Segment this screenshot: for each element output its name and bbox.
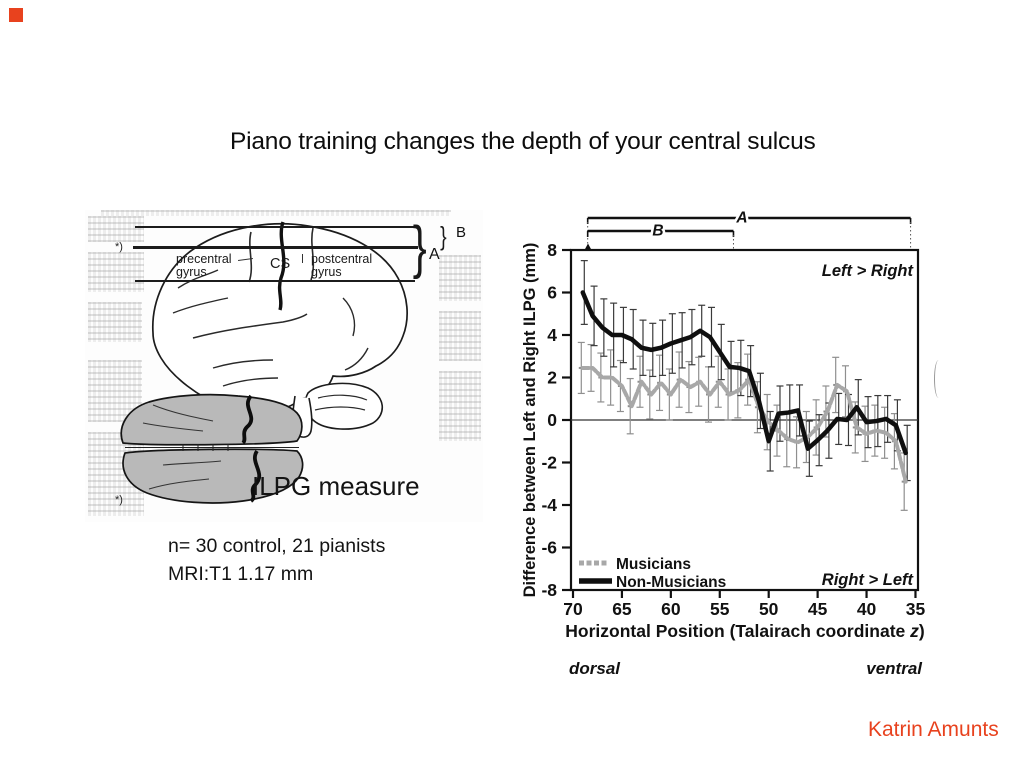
frontal-sulcus-2 [172,297,229,314]
axial-sulcus-line-4 [162,460,222,466]
annotation-right-gt-left: Right > Left [822,571,915,589]
study-notes-line2: MRI:T1 1.17 mm [168,563,314,586]
svg-text:Non-Musicians: Non-Musicians [616,574,726,591]
brain-lateral-diagram [152,221,408,438]
svg-text:4: 4 [547,325,557,345]
bracket-b-label: B [456,224,467,241]
precentral-gyrus-label: precentral gyrus [176,252,232,280]
bracket-a-brace: } [412,215,427,280]
svg-text:65: 65 [612,599,632,619]
series-line-non-musicians [580,290,908,456]
occipital-sulcus [344,347,369,371]
fissure-ticks [182,444,229,451]
x-axis: 70 65 60 55 50 45 40 35 [563,590,925,619]
frontal-sulcus-1 [177,269,219,289]
ventral-label: ventral [866,659,923,678]
x-axis-title: Horizontal Position (Talairach coordinat… [565,621,924,641]
study-notes-line1: n= 30 control, 21 pianists [168,535,386,557]
svg-text:-2: -2 [541,453,557,473]
central-sulcus-label: CS [270,256,291,272]
temporal-sulcus-1 [212,359,274,369]
slide-title: Piano training changes the depth of your… [230,128,816,155]
scan-paren-artifact [934,360,943,398]
dorsal-label: dorsal [569,659,621,678]
brain-axial-diagram: *) [115,393,304,506]
axial-hemisphere-bottom [122,448,304,504]
scanned-text-texture [439,371,481,441]
cerebellum-outline [304,382,383,430]
y-axis-title: Difference between Left and Right ILPG (… [521,243,539,598]
ilpg-measure-caption: ILPG measure [252,471,420,501]
svg-text:B: B [652,223,663,240]
slide-accent-square [9,8,23,22]
svg-text:60: 60 [661,599,681,619]
svg-text:0: 0 [547,410,557,430]
y-axis: 8 6 4 2 0 -2 -4 -6 -8 [541,240,571,600]
scanned-text-texture [88,216,144,242]
scanned-text-texture [101,210,451,216]
axial-hemisphere-top [120,393,303,446]
annotation-left-gt-right: Left > Right [822,262,915,280]
author-attribution: Katrin Amunts [868,718,999,741]
cerebellum-folds-1 [317,394,368,401]
bracket-b-brace: } [440,221,447,251]
scanned-text-texture [439,255,481,301]
measure-line-top [135,226,415,228]
sylvian-fissure [192,313,308,339]
svg-text:55: 55 [710,599,730,619]
axial-central-sulcus-bottom [249,449,262,503]
series-line-musicians [580,365,908,484]
study-notes: n= 30 control, 21 pianists MRI:T1 1.17 m… [168,532,385,589]
ilpg-difference-chart: A B 8 6 4 2 0 -2 -4 -6 -8 70 65 60 55 50 45 40 35 Left > Ri… [505,200,935,680]
bracket-a-start-marker [584,243,592,250]
axial-sulcus-line-2 [142,422,204,432]
svg-text:-4: -4 [541,495,557,515]
measure-line-bottom [135,280,415,282]
svg-text:45: 45 [808,599,828,619]
precentral-sulcus [248,231,253,283]
temporal-sulcus-2 [222,377,279,387]
axial-central-sulcus-top [241,394,254,445]
condition-brackets: AB [584,207,912,250]
parietal-sulcus [342,297,356,337]
svg-text:35: 35 [906,599,926,619]
scanned-text-texture [88,302,142,342]
postcentral-leader-line [302,254,304,263]
scanned-text-texture [439,311,481,361]
svg-text:2: 2 [547,368,557,388]
axial-asterisk-label: *) [115,494,123,506]
reference-line-asterisk: *) [115,241,123,253]
brain-figure-scan: *) precentral gyrus CS postcentral gyrus… [85,210,483,522]
svg-text:40: 40 [857,599,877,619]
cerebellum-folds-2 [314,406,366,411]
postcentral-gyrus-label: postcentral gyrus [311,252,373,280]
svg-text:A: A [735,210,747,227]
svg-text:50: 50 [759,599,779,619]
scanned-text-texture [88,252,144,292]
svg-text:Musicians: Musicians [616,556,691,573]
bracket-a-label: A [429,246,440,263]
svg-text:70: 70 [563,599,583,619]
central-sulcus [277,221,286,311]
svg-text:-8: -8 [541,580,557,600]
axial-sulcus-line-1 [152,404,214,422]
measure-line-reference [133,246,418,249]
svg-text:8: 8 [547,240,557,260]
postcentral-sulcus [310,227,315,281]
svg-text:-6: -6 [541,538,557,558]
axial-sulcus-line-3 [148,478,210,490]
svg-text:6: 6 [547,283,557,303]
